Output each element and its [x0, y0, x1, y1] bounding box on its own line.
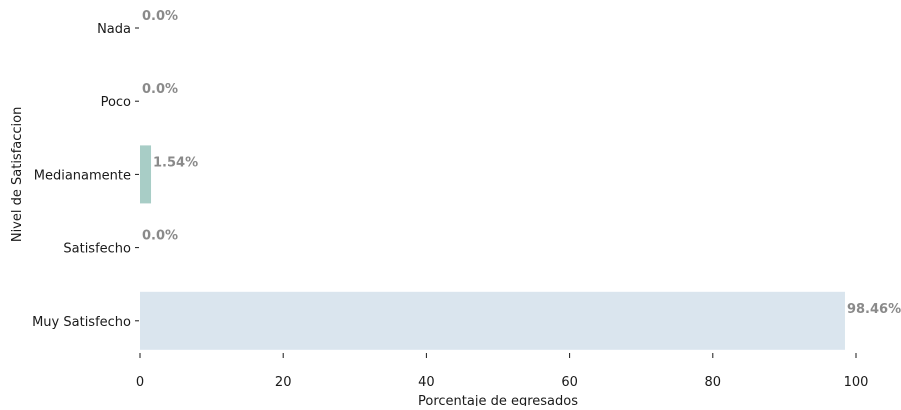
x-tick-label: 100	[844, 375, 869, 390]
bar-muy-satisfecho	[140, 291, 845, 350]
y-tick-label: Poco	[101, 95, 131, 110]
y-tick-label: Muy Satisfecho	[32, 315, 131, 330]
x-axis-title: Porcentaje de egresados	[418, 394, 578, 406]
y-axis: Nada Poco Medianamente Satisfecho Muy Satisf…	[32, 22, 139, 330]
y-tick-label: Nada	[97, 22, 131, 37]
data-label: 1.54%	[153, 155, 198, 170]
x-axis: 0 20 40 60 80 100	[136, 353, 869, 390]
bar-medianamente	[140, 145, 152, 204]
data-label: 0.0%	[142, 82, 178, 97]
x-tick-label: 60	[561, 375, 578, 390]
x-tick-label: 80	[705, 375, 722, 390]
y-tick-label: Satisfecho	[63, 242, 131, 257]
y-tick-label: Medianamente	[34, 168, 131, 183]
data-label: 98.46%	[847, 302, 901, 317]
data-label: 0.0%	[142, 229, 178, 244]
x-tick-label: 40	[418, 375, 435, 390]
x-tick-label: 0	[136, 375, 144, 390]
bars-layer	[140, 145, 845, 350]
data-labels-layer: 0.0% 0.0% 1.54% 0.0% 98.46%	[142, 9, 901, 317]
data-label: 0.0%	[142, 9, 178, 24]
y-axis-title: Nivel de Satisfaccion	[10, 107, 25, 243]
x-tick-label: 20	[275, 375, 292, 390]
